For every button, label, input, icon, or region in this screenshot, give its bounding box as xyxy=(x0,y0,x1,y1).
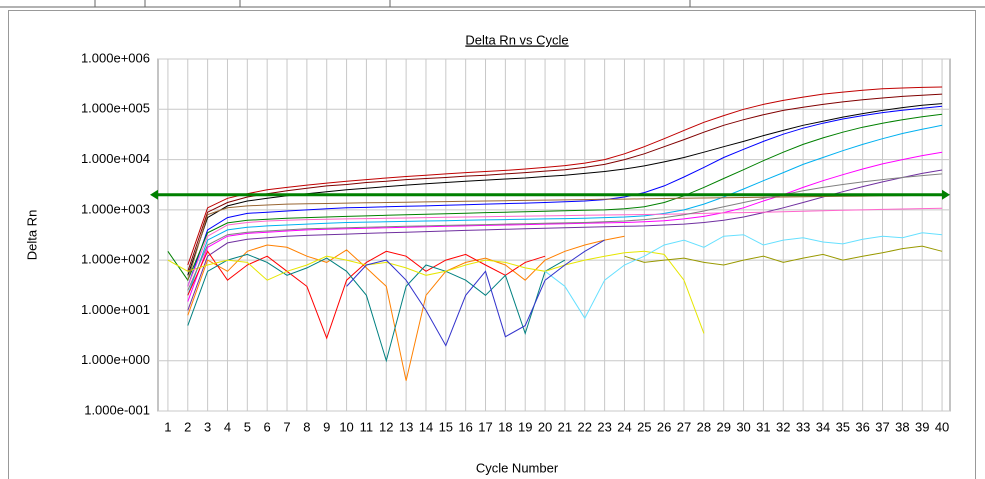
x-tick-label: 21 xyxy=(558,419,572,434)
series-line xyxy=(167,250,705,334)
x-tick-label: 27 xyxy=(677,419,691,434)
x-tick-label: 6 xyxy=(264,419,271,434)
x-tick-label: 14 xyxy=(419,419,433,434)
x-tick-label: 20 xyxy=(538,419,552,434)
series-line xyxy=(187,194,943,281)
x-tick-label: 40 xyxy=(935,419,949,434)
x-tick-label: 5 xyxy=(244,419,251,434)
chart-title: Delta Rn vs Cycle xyxy=(465,32,568,47)
x-tick-label: 38 xyxy=(895,419,909,434)
series-line xyxy=(187,173,943,291)
x-tick-label: 39 xyxy=(915,419,929,434)
x-tick-label: 19 xyxy=(518,419,532,434)
plot-area xyxy=(157,58,951,412)
x-tick-label: 34 xyxy=(816,419,830,434)
series-line xyxy=(346,239,605,347)
series-line xyxy=(187,93,943,272)
x-tick-label: 36 xyxy=(855,419,869,434)
series-line xyxy=(187,207,943,287)
x-tick-label: 33 xyxy=(796,419,810,434)
x-tick-label: 10 xyxy=(339,419,353,434)
series-line xyxy=(187,151,943,302)
series-line xyxy=(187,235,625,381)
y-axis-label: Delta Rn xyxy=(24,210,39,261)
x-tick-label: 2 xyxy=(184,419,191,434)
series-line xyxy=(187,105,943,287)
series-line xyxy=(167,113,943,282)
series-line xyxy=(187,103,943,276)
y-tick-label: 1.000e+002 xyxy=(81,252,150,267)
x-tick-label: 12 xyxy=(379,419,393,434)
series-line xyxy=(187,124,943,296)
x-tick-label: 24 xyxy=(617,419,631,434)
x-tick-label: 26 xyxy=(657,419,671,434)
x-tick-label: 11 xyxy=(360,419,374,434)
x-tick-label: 1 xyxy=(164,419,171,434)
x-tick-label: 23 xyxy=(597,419,611,434)
x-tick-label: 28 xyxy=(697,419,711,434)
x-tick-label: 17 xyxy=(478,419,492,434)
x-tick-label: 3 xyxy=(204,419,211,434)
x-tick-label: 7 xyxy=(283,419,290,434)
y-tick-label: 1.000e+005 xyxy=(81,101,150,116)
threshold-arrow xyxy=(942,189,950,200)
y-tick-label: 1.000e+003 xyxy=(81,201,150,216)
x-tick-label: 37 xyxy=(875,419,889,434)
x-tick-label: 8 xyxy=(303,419,310,434)
series-line xyxy=(187,253,566,363)
x-tick-label: 9 xyxy=(323,419,330,434)
x-tick-label: 13 xyxy=(399,419,413,434)
y-tick-label: 1.000e+000 xyxy=(81,352,150,367)
series-line xyxy=(187,169,943,311)
x-tick-label: 25 xyxy=(637,419,651,434)
x-tick-label: 30 xyxy=(736,419,750,434)
x-tick-label: 15 xyxy=(439,419,453,434)
x-tick-label: 29 xyxy=(716,419,730,434)
x-tick-label: 22 xyxy=(578,419,592,434)
y-tick-label: 1.000e+006 xyxy=(81,50,150,65)
y-tick-label: 1.000e+004 xyxy=(81,151,150,166)
series-line xyxy=(187,250,546,340)
series-line xyxy=(624,245,943,266)
y-tick-label: 1.000e+001 xyxy=(81,302,150,317)
x-tick-label: 18 xyxy=(498,419,512,434)
x-axis-label: Cycle Number xyxy=(476,460,559,475)
x-tick-label: 35 xyxy=(836,419,850,434)
x-tick-label: 32 xyxy=(776,419,790,434)
x-tick-label: 4 xyxy=(224,419,231,434)
x-tick-label: 16 xyxy=(458,419,472,434)
series-line xyxy=(187,86,943,266)
series-line xyxy=(544,232,943,320)
x-tick-label: 31 xyxy=(756,419,770,434)
threshold-arrow xyxy=(150,189,158,200)
y-tick-label: 1.000e-001 xyxy=(84,402,150,417)
